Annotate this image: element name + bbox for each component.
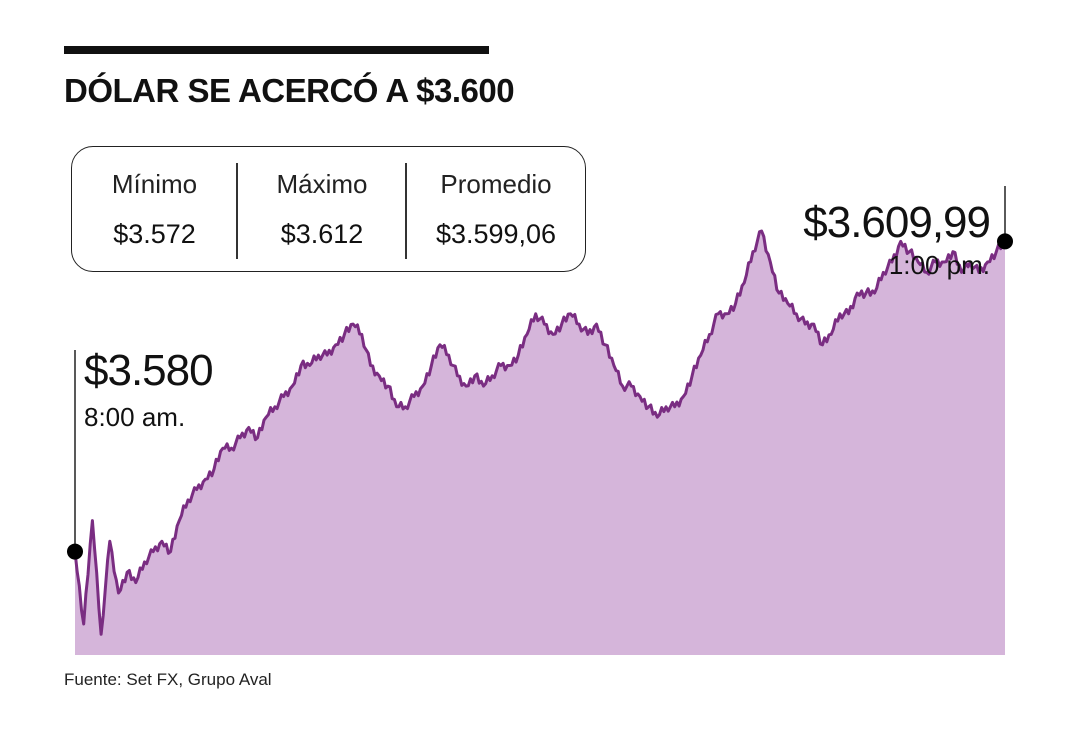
stat-minimum: Mínimo $3.572 [72,147,237,271]
close-time: 1:00 pm. [888,250,990,280]
stats-box: Mínimo $3.572 Máximo $3.612 Promedio $3.… [71,146,586,272]
stat-divider [405,163,407,259]
stat-minimum-label: Mínimo [111,169,198,199]
stat-divider [236,163,238,259]
price-area [75,231,1005,655]
price-line [73,229,1006,636]
open-value: $3.580 [84,346,214,395]
open-point [67,543,83,560]
close-value: $3.609,99 [803,198,991,247]
stat-maximum-label: Máximo [276,169,368,199]
stat-maximum: Máximo $3.612 [238,147,406,271]
open-time: 8:00 am. [84,402,186,432]
stat-maximum-value: $3.612 [280,219,364,249]
source-note: Fuente: Set FX, Grupo Aval [64,670,272,689]
stat-average: Promedio $3.599,06 [407,147,585,271]
chart-title: DÓLAR SE ACERCÓ A $3.600 [64,72,515,109]
stat-minimum-value: $3.572 [113,219,196,249]
top-rule [64,46,489,54]
stat-average-value: $3.599,06 [435,219,557,249]
stat-average-label: Promedio [440,169,552,199]
close-point [997,233,1013,250]
